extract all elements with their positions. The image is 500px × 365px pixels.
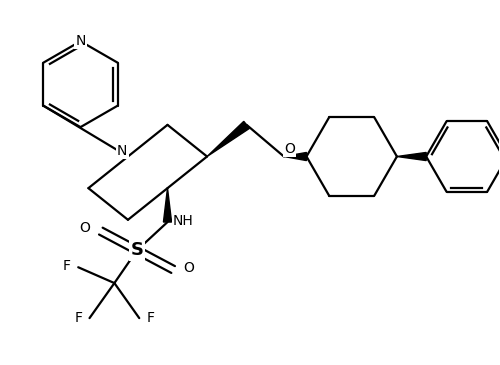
Text: S: S	[130, 241, 143, 259]
Text: F: F	[146, 311, 154, 325]
Polygon shape	[397, 153, 426, 161]
Text: O: O	[284, 142, 295, 155]
Text: NH: NH	[173, 214, 194, 228]
Text: F: F	[63, 259, 71, 273]
Text: F: F	[74, 311, 82, 325]
Text: O: O	[184, 261, 194, 275]
Text: N: N	[117, 144, 128, 158]
Text: O: O	[80, 221, 90, 235]
Text: N: N	[76, 34, 86, 48]
Polygon shape	[284, 153, 306, 161]
Polygon shape	[207, 121, 250, 157]
Polygon shape	[164, 188, 172, 222]
